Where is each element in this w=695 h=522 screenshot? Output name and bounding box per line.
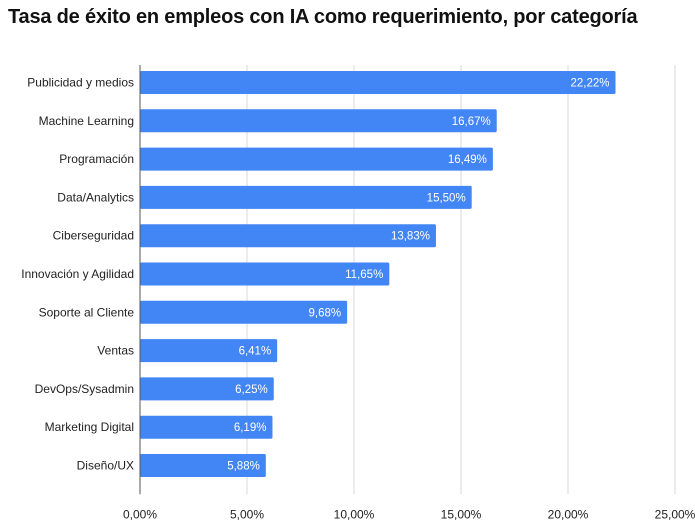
category-label: Soporte al Cliente — [39, 305, 135, 319]
category-label: Programación — [59, 152, 134, 166]
bar — [140, 262, 390, 286]
chart-title: Tasa de éxito en empleos con IA como req… — [8, 6, 638, 28]
data-label: 6,41% — [239, 346, 272, 358]
data-label: 6,19% — [234, 422, 267, 434]
category-label: Publicidad y medios — [27, 76, 134, 90]
category-label: Innovación y Agilidad — [21, 267, 134, 281]
data-label: 11,65% — [345, 269, 383, 281]
x-tick-label: 20,00% — [548, 507, 589, 521]
data-label: 13,83% — [391, 231, 430, 243]
category-label: Machine Learning — [39, 114, 134, 128]
x-tick-label: 5,00% — [230, 507, 264, 521]
bar — [140, 224, 436, 248]
category-label: Diseño/UX — [77, 459, 134, 473]
bar — [140, 300, 348, 324]
bar — [140, 415, 273, 439]
bar — [140, 339, 278, 363]
data-label: 9,68% — [309, 307, 342, 319]
category-label: Marketing Digital — [45, 420, 134, 434]
x-tick-label: 0,00% — [123, 507, 157, 521]
bar — [140, 71, 616, 94]
data-label: 6,25% — [235, 384, 268, 396]
bar — [140, 185, 472, 209]
x-tick-label: 25,00% — [655, 507, 695, 521]
data-label: 5,88% — [227, 461, 260, 473]
category-label: Ciberseguridad — [53, 229, 134, 243]
data-label: 16,67% — [452, 116, 491, 128]
bar — [140, 377, 274, 401]
category-label: DevOps/Sysadmin — [35, 382, 134, 396]
x-tick-label: 15,00% — [441, 507, 482, 521]
bar — [140, 454, 266, 477]
x-tick-label: 10,00% — [334, 507, 375, 521]
category-label: Data/Analytics — [57, 190, 134, 204]
bar — [140, 109, 497, 133]
data-label: 16,49% — [448, 154, 487, 166]
data-label: 22,22% — [570, 78, 609, 90]
bar — [140, 147, 493, 171]
category-label: Ventas — [97, 344, 134, 358]
data-label: 15,50% — [427, 192, 466, 204]
